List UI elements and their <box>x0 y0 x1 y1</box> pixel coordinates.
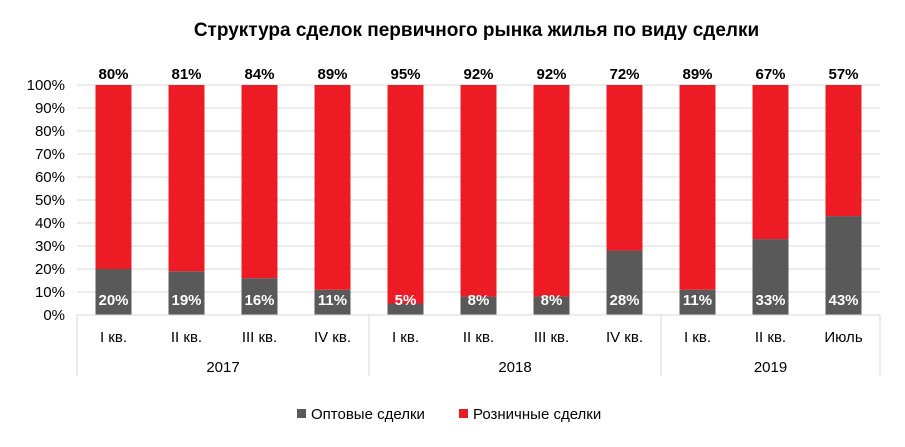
bar-wholesale <box>168 271 205 315</box>
bar-retail <box>825 85 862 217</box>
bar-wholesale <box>752 239 789 315</box>
x-category-label: IV кв. <box>314 329 351 346</box>
data-label-wholesale: 19% <box>171 292 201 309</box>
bar-retail <box>460 85 497 297</box>
bar-retail <box>752 85 789 240</box>
y-tick-label: 80% <box>35 123 65 140</box>
data-label-retail: 92% <box>463 66 493 83</box>
x-category-label: Июль <box>824 329 862 346</box>
bar-retail <box>314 85 351 290</box>
bar-retail <box>95 85 132 269</box>
bar-wholesale <box>241 278 278 315</box>
y-tick-label: 50% <box>35 192 65 209</box>
y-tick-label: 0% <box>43 307 65 324</box>
data-label-retail: 57% <box>828 66 858 83</box>
bar-wholesale <box>95 269 132 315</box>
legend-label: Розничные сделки <box>473 406 601 423</box>
bar-retail <box>533 85 570 297</box>
x-group-label: 2017 <box>206 359 239 376</box>
data-label-retail: 81% <box>171 66 201 83</box>
bar-retail <box>679 85 716 290</box>
x-category-label: II кв. <box>463 329 494 346</box>
data-label-wholesale: 43% <box>828 292 858 309</box>
x-group-label: 2018 <box>498 359 531 376</box>
legend-swatch <box>297 409 306 418</box>
x-category-label: I кв. <box>392 329 419 346</box>
bar-wholesale <box>314 289 351 315</box>
bar-retail <box>606 85 643 251</box>
y-tick-label: 100% <box>27 77 65 94</box>
data-label-wholesale: 5% <box>395 292 417 309</box>
legend: Оптовые сделки Розничные сделки <box>297 406 601 423</box>
data-label-wholesale: 11% <box>683 292 712 309</box>
y-tick-label: 90% <box>35 100 65 117</box>
bar-wholesale <box>825 216 862 315</box>
chart-title: Структура сделок первичного рынка жилья … <box>193 20 760 41</box>
data-label-retail: 89% <box>682 66 712 83</box>
data-label-wholesale: 8% <box>541 292 563 309</box>
data-label-retail: 92% <box>536 66 566 83</box>
x-category-label: II кв. <box>755 329 786 346</box>
data-label-retail: 72% <box>609 66 639 83</box>
bar-wholesale <box>387 303 424 315</box>
bars: 20% 80% 19% 81% 16% 84% 11% 89% 5% 95% 8% 92% 8% 92% 2… <box>95 66 862 315</box>
data-label-wholesale: 33% <box>755 292 785 309</box>
y-axis: 0% 10% 20% 30% 40% 50% 60% 70% 80% 90% 100% <box>27 77 65 324</box>
data-label-wholesale: 16% <box>244 292 274 309</box>
x-category-label: III кв. <box>242 329 277 346</box>
y-tick-label: 70% <box>35 146 65 163</box>
y-tick-label: 10% <box>35 284 65 301</box>
y-tick-label: 60% <box>35 169 65 186</box>
data-label-retail: 84% <box>244 66 274 83</box>
x-axis: I кв. II кв. III кв. IV кв. I кв. II кв. III к… <box>76 314 881 376</box>
legend-swatch <box>459 409 468 418</box>
x-category-label: II кв. <box>171 329 202 346</box>
x-category-label: IV кв. <box>606 329 643 346</box>
bar-retail <box>241 85 278 279</box>
data-label-wholesale: 11% <box>318 292 347 309</box>
bar-wholesale <box>606 250 643 315</box>
y-tick-label: 20% <box>35 261 65 278</box>
data-label-wholesale: 20% <box>98 292 128 309</box>
bar-retail <box>168 85 205 272</box>
data-label-retail: 89% <box>317 66 347 83</box>
data-label-wholesale: 28% <box>609 292 639 309</box>
x-group-label: 2019 <box>754 359 787 376</box>
data-label-retail: 67% <box>755 66 785 83</box>
data-label-wholesale: 8% <box>468 292 490 309</box>
legend-label: Оптовые сделки <box>311 406 425 423</box>
x-category-label: III кв. <box>534 329 569 346</box>
y-tick-label: 40% <box>35 215 65 232</box>
data-label-retail: 80% <box>98 66 128 83</box>
x-category-label: I кв. <box>100 329 127 346</box>
x-category-label: I кв. <box>684 329 711 346</box>
bar-wholesale <box>679 289 716 315</box>
bar-retail <box>387 85 424 304</box>
bar-wholesale <box>460 296 497 315</box>
data-label-retail: 95% <box>390 66 420 83</box>
y-tick-label: 30% <box>35 238 65 255</box>
bar-wholesale <box>533 296 570 315</box>
